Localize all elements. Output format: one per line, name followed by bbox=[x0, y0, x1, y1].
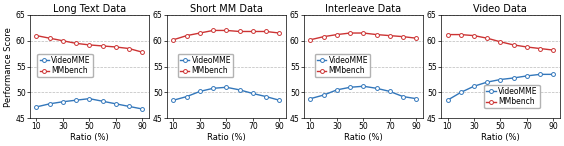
Line: MMbench: MMbench bbox=[171, 28, 281, 42]
VideoMME bbox=[484, 81, 491, 83]
Legend: VideoMME, MMbench: VideoMME, MMbench bbox=[484, 85, 540, 108]
MMbench bbox=[99, 45, 106, 47]
Line: VideoMME: VideoMME bbox=[309, 84, 418, 101]
VideoMME bbox=[236, 89, 243, 91]
MMbench bbox=[170, 39, 177, 41]
VideoMME bbox=[60, 101, 67, 103]
MMbench bbox=[333, 34, 340, 35]
MMbench bbox=[413, 37, 420, 39]
VideoMME bbox=[86, 98, 92, 100]
MMbench bbox=[536, 48, 543, 49]
MMbench bbox=[510, 44, 517, 46]
MMbench bbox=[386, 35, 393, 36]
VideoMME bbox=[307, 98, 314, 100]
MMbench bbox=[249, 31, 256, 32]
MMbench bbox=[497, 41, 504, 43]
VideoMME bbox=[276, 99, 283, 101]
VideoMME bbox=[400, 96, 407, 97]
VideoMME bbox=[360, 85, 367, 87]
MMbench bbox=[373, 34, 380, 35]
Line: MMbench: MMbench bbox=[309, 31, 418, 42]
MMbench bbox=[33, 35, 40, 36]
MMbench bbox=[360, 32, 367, 34]
X-axis label: Ratio (%): Ratio (%) bbox=[344, 133, 383, 142]
VideoMME bbox=[210, 87, 217, 89]
MMbench bbox=[523, 46, 530, 48]
Line: MMbench: MMbench bbox=[446, 33, 555, 52]
Legend: VideoMME, MMbench: VideoMME, MMbench bbox=[37, 54, 93, 78]
VideoMME bbox=[470, 85, 477, 87]
VideoMME bbox=[73, 99, 80, 101]
MMbench bbox=[347, 32, 354, 34]
VideoMME bbox=[46, 103, 53, 105]
VideoMME bbox=[444, 99, 451, 101]
MMbench bbox=[223, 30, 230, 31]
Line: VideoMME: VideoMME bbox=[171, 85, 281, 102]
MMbench bbox=[210, 30, 217, 31]
MMbench bbox=[400, 36, 407, 38]
Y-axis label: Performance Score: Performance Score bbox=[4, 27, 13, 107]
MMbench bbox=[126, 48, 133, 49]
VideoMME bbox=[320, 94, 327, 96]
VideoMME bbox=[523, 75, 530, 77]
VideoMME bbox=[139, 108, 146, 110]
MMbench bbox=[320, 36, 327, 38]
MMbench bbox=[457, 34, 464, 35]
VideoMME bbox=[347, 86, 354, 88]
VideoMME bbox=[263, 96, 270, 97]
MMbench bbox=[276, 32, 283, 34]
MMbench bbox=[484, 37, 491, 39]
VideoMME bbox=[126, 106, 133, 107]
X-axis label: Ratio (%): Ratio (%) bbox=[70, 133, 109, 142]
Title: Video Data: Video Data bbox=[474, 4, 527, 14]
Title: Long Text Data: Long Text Data bbox=[53, 4, 126, 14]
MMbench bbox=[73, 42, 80, 44]
VideoMME bbox=[249, 93, 256, 94]
Legend: VideoMME, MMbench: VideoMME, MMbench bbox=[178, 54, 233, 78]
VideoMME bbox=[386, 91, 393, 92]
MMbench bbox=[470, 35, 477, 36]
X-axis label: Ratio (%): Ratio (%) bbox=[481, 133, 520, 142]
VideoMME bbox=[373, 87, 380, 89]
Line: VideoMME: VideoMME bbox=[446, 72, 555, 102]
VideoMME bbox=[413, 98, 420, 100]
VideoMME bbox=[223, 86, 230, 88]
VideoMME bbox=[550, 73, 557, 75]
MMbench bbox=[307, 39, 314, 41]
MMbench bbox=[139, 51, 146, 53]
MMbench bbox=[86, 44, 92, 46]
Line: VideoMME: VideoMME bbox=[34, 97, 144, 111]
Title: Short MM Data: Short MM Data bbox=[190, 4, 263, 14]
VideoMME bbox=[497, 79, 504, 80]
VideoMME bbox=[510, 77, 517, 79]
Title: Interleave Data: Interleave Data bbox=[325, 4, 402, 14]
VideoMME bbox=[33, 106, 40, 108]
MMbench bbox=[263, 31, 270, 32]
MMbench bbox=[46, 37, 53, 39]
VideoMME bbox=[112, 103, 119, 105]
Legend: VideoMME, MMbench: VideoMME, MMbench bbox=[315, 54, 371, 78]
VideoMME bbox=[170, 99, 177, 101]
VideoMME bbox=[333, 89, 340, 91]
VideoMME bbox=[536, 73, 543, 75]
MMbench bbox=[550, 49, 557, 51]
MMbench bbox=[183, 35, 190, 36]
VideoMME bbox=[457, 92, 464, 93]
VideoMME bbox=[99, 100, 106, 102]
VideoMME bbox=[183, 96, 190, 97]
MMbench bbox=[60, 40, 67, 42]
Line: MMbench: MMbench bbox=[34, 34, 144, 54]
X-axis label: Ratio (%): Ratio (%) bbox=[207, 133, 246, 142]
MMbench bbox=[196, 32, 203, 34]
VideoMME bbox=[196, 91, 203, 92]
MMbench bbox=[444, 34, 451, 35]
MMbench bbox=[236, 31, 243, 32]
MMbench bbox=[112, 46, 119, 48]
